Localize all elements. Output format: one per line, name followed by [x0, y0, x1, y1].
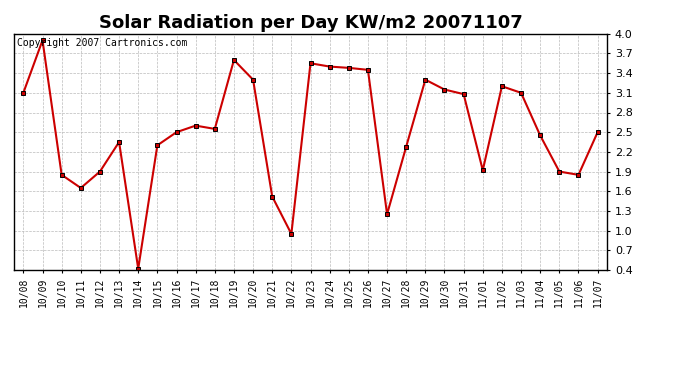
Text: Copyright 2007 Cartronics.com: Copyright 2007 Cartronics.com: [17, 39, 187, 48]
Title: Solar Radiation per Day KW/m2 20071107: Solar Radiation per Day KW/m2 20071107: [99, 14, 522, 32]
